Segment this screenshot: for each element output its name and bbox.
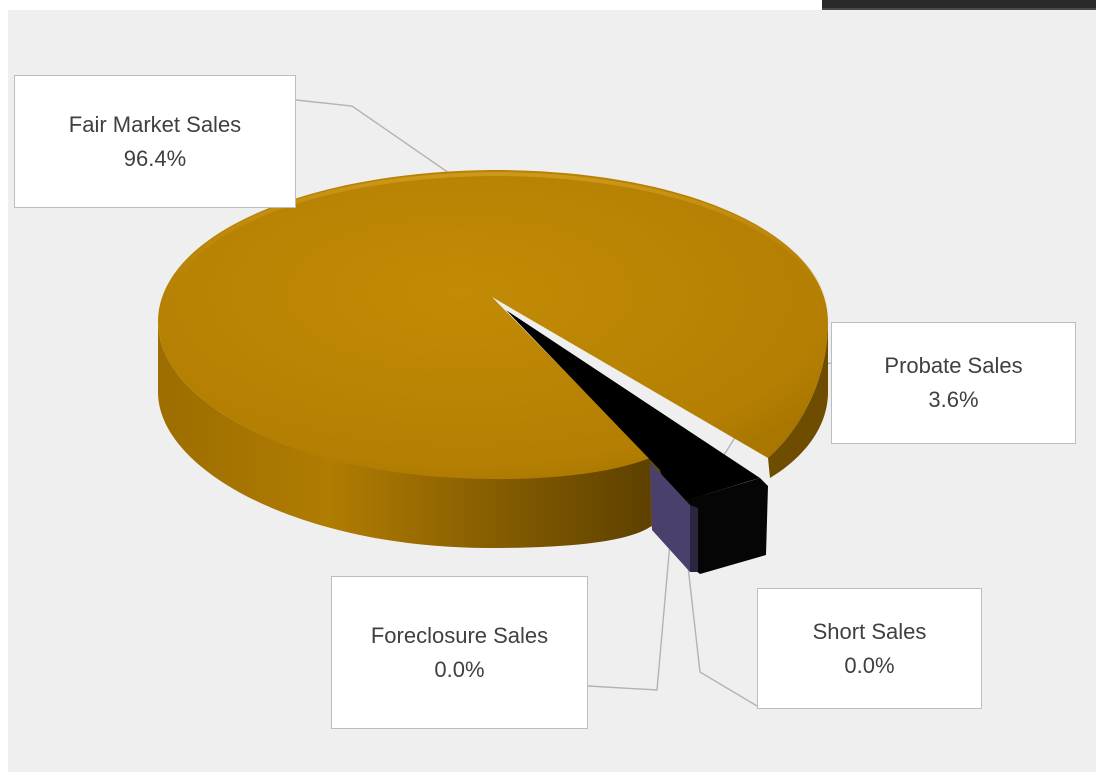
leader-line-short <box>684 539 758 707</box>
callout-fair-market-percent: 96.4% <box>123 145 187 171</box>
pie-slice-fair-market-right-side <box>768 322 828 478</box>
pie-slice-foreclosure <box>650 462 690 572</box>
top-right-dark-bar <box>822 0 1096 10</box>
callout-fair-market: Fair Market Sales 96.4% <box>14 75 296 208</box>
leader-line-fair-market <box>295 99 489 201</box>
pie-slice-short <box>690 505 698 572</box>
leader-line-foreclosure <box>587 519 673 691</box>
pie-slice-fair-market <box>158 170 828 480</box>
callout-fair-market-label: Fair Market Sales <box>68 111 242 137</box>
callout-probate-label: Probate Sales <box>884 353 1023 378</box>
callout-short: Short Sales 0.0% <box>757 588 982 709</box>
callout-probate: Probate Sales 3.6% <box>831 322 1076 444</box>
pie-slice-fair-market-side <box>158 322 650 548</box>
pie-slice-probate <box>506 310 760 505</box>
callout-foreclosure-label: Foreclosure Sales <box>370 622 549 648</box>
callout-foreclosure-percent: 0.0% <box>434 656 485 682</box>
callout-foreclosure: Foreclosure Sales 0.0% <box>331 576 588 729</box>
callout-short-label: Short Sales <box>812 618 927 644</box>
callout-probate-percent: 3.6% <box>928 387 979 412</box>
callout-short-percent: 0.0% <box>844 652 895 678</box>
pie-rim-highlight <box>160 171 828 316</box>
